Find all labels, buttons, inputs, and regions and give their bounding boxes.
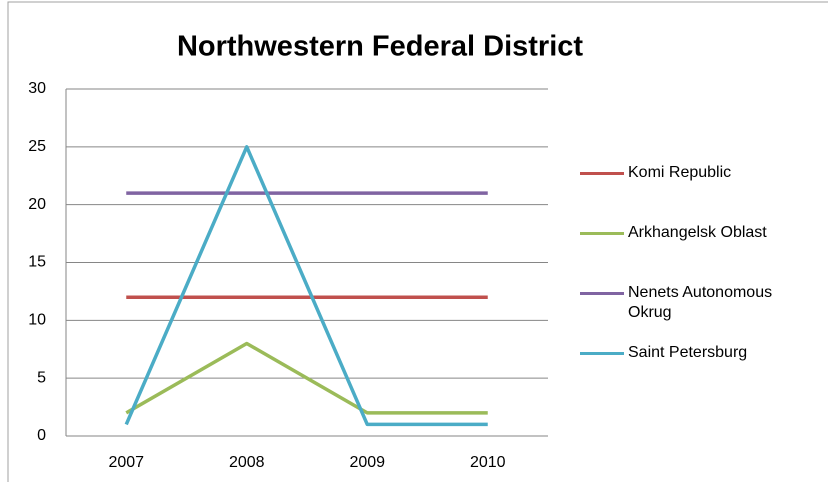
legend-swatch: [580, 172, 624, 175]
y-tick-label: 5: [37, 369, 46, 386]
y-tick-label: 0: [37, 427, 46, 444]
legend-label: Saint Petersburg: [628, 344, 748, 361]
x-tick-label: 2010: [470, 454, 506, 471]
legend-label: Komi Republic: [628, 164, 732, 181]
y-tick-label: 30: [28, 80, 46, 97]
legend-swatch: [580, 232, 624, 235]
x-tick-label: 2009: [349, 454, 385, 471]
legend-swatch: [580, 352, 624, 355]
legend-label: Arkhangelsk Oblast: [628, 224, 767, 241]
y-tick-label: 10: [28, 312, 46, 329]
legend-entry: Nenets Autonomous Okrug: [580, 283, 818, 323]
legend-entry: Arkhangelsk Oblast: [580, 223, 818, 243]
legend-swatch: [580, 292, 624, 295]
x-tick-label: 2007: [108, 454, 144, 471]
legend-entry: Komi Republic: [580, 163, 818, 183]
y-tick-label: 20: [28, 196, 46, 213]
series-line: [124, 145, 488, 427]
chart-title: Northwestern Federal District: [177, 31, 583, 63]
legend-label: Nenets Autonomous Okrug: [628, 284, 773, 321]
y-tick-label: 25: [28, 138, 46, 155]
x-tick-label: 2008: [229, 454, 265, 471]
legend-entry: Saint Petersburg: [580, 343, 818, 363]
y-tick-label: 15: [28, 254, 46, 271]
chart-border: [7, 1, 828, 482]
series-line: [125, 341, 488, 415]
